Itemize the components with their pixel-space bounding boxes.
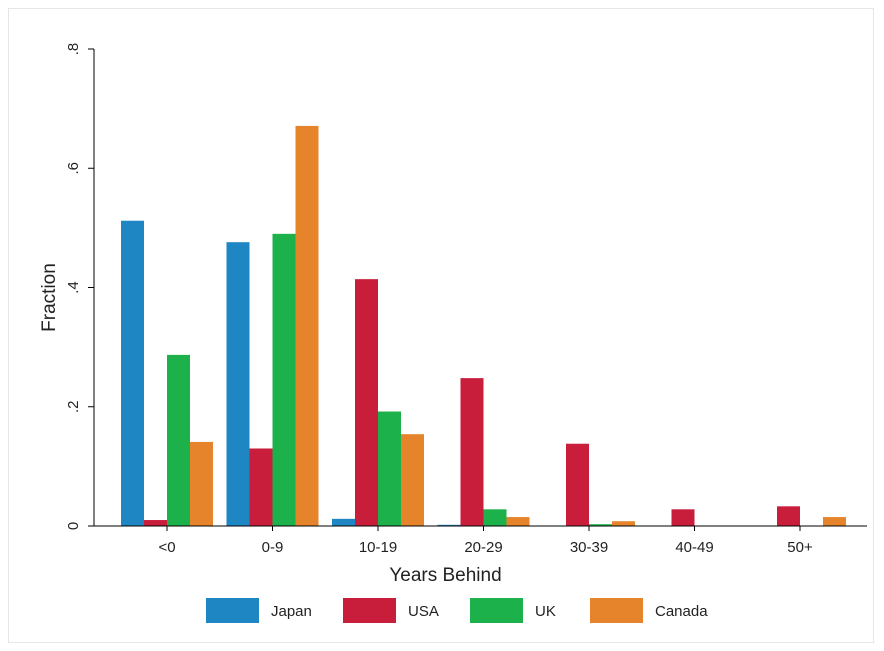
y-axis-title: Fraction (39, 263, 60, 332)
bar-uk-3 (483, 509, 507, 526)
x-tick-label: 30-39 (570, 539, 608, 556)
bar-usa-1 (249, 448, 273, 526)
bar-japan-0 (121, 220, 144, 526)
bar-uk-4 (589, 524, 612, 526)
y-tick-label: .2 (65, 400, 82, 413)
bar-usa-2 (355, 279, 378, 526)
bar-uk-1 (272, 233, 296, 526)
legend: Japan USA UK Canada (206, 598, 708, 623)
legend-label-usa: USA (408, 603, 439, 620)
y-tick-label: .6 (65, 162, 82, 175)
bar-canada-4 (612, 521, 635, 526)
y-tick-label: 0 (65, 522, 82, 530)
bar-usa-4 (566, 443, 589, 526)
x-tick-label: 40-49 (675, 539, 713, 556)
legend-swatch-japan (206, 598, 259, 623)
legend-swatch-canada (590, 598, 643, 623)
bar-chart: 0 .2 .4 .6 .8 <0 0-9 10-19 20-29 30-39 40-49 50+ F… (39, 43, 867, 623)
x-tick-label: <0 (158, 539, 175, 556)
chart-frame: 0 .2 .4 .6 .8 <0 0-9 10-19 20-29 30-39 40-49 50+ F… (8, 8, 874, 643)
bar-usa-0 (144, 520, 167, 526)
legend-swatch-usa (343, 598, 396, 623)
legend-label-uk: UK (535, 603, 556, 620)
x-tick-label: 20-29 (464, 539, 502, 556)
bar-canada-2 (401, 434, 424, 526)
bar-usa-3 (460, 378, 484, 526)
legend-label-canada: Canada (655, 603, 708, 620)
bar-japan-3 (437, 524, 461, 526)
x-axis-title: Years Behind (389, 565, 501, 586)
y-axis-ticks: 0 .2 .4 .6 .8 (65, 43, 94, 530)
x-tick-label: 0-9 (262, 539, 284, 556)
bar-canada-6 (823, 517, 846, 526)
bar-japan-1 (226, 242, 250, 526)
x-tick-label: 10-19 (359, 539, 397, 556)
bar-usa-6 (777, 506, 800, 526)
y-tick-label: .8 (65, 43, 82, 56)
bar-canada-1 (295, 125, 319, 526)
legend-swatch-uk (470, 598, 523, 623)
bar-uk-0 (167, 354, 190, 526)
x-axis-ticks: <0 0-9 10-19 20-29 30-39 40-49 50+ (158, 526, 813, 556)
legend-label-japan: Japan (271, 603, 312, 620)
bar-canada-3 (506, 517, 530, 526)
y-tick-label: .4 (65, 281, 82, 294)
bar-canada-0 (190, 441, 213, 526)
bars-group (121, 125, 846, 526)
bar-usa-5 (671, 509, 695, 526)
bar-japan-2 (332, 518, 355, 526)
bar-uk-2 (378, 411, 401, 526)
x-tick-label: 50+ (787, 539, 813, 556)
